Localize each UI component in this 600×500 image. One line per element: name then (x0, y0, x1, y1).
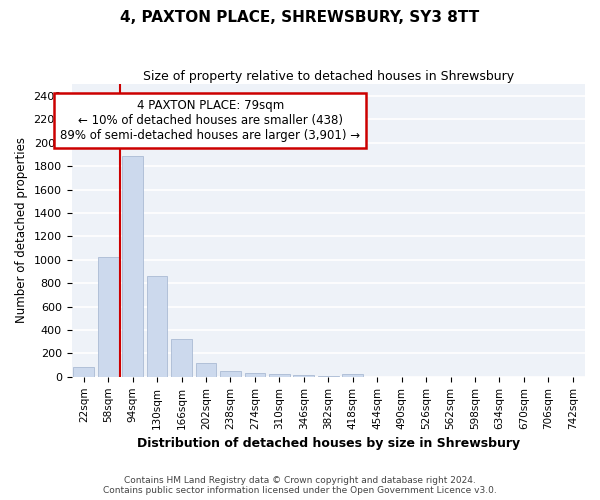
Bar (293, 376, 314, 377)
Bar (245, 372, 265, 377)
Bar (196, 364, 217, 377)
Bar (171, 340, 192, 377)
Bar (73, 367, 94, 377)
Text: Contains HM Land Registry data © Crown copyright and database right 2024.
Contai: Contains HM Land Registry data © Crown c… (103, 476, 497, 495)
Text: 4 PAXTON PLACE: 79sqm
← 10% of detached houses are smaller (438)
89% of semi-det: 4 PAXTON PLACE: 79sqm ← 10% of detached … (60, 99, 360, 142)
Bar (269, 374, 290, 377)
Y-axis label: Number of detached properties: Number of detached properties (15, 138, 28, 324)
Bar (98, 258, 119, 377)
Title: Size of property relative to detached houses in Shrewsbury: Size of property relative to detached ho… (143, 70, 514, 83)
Bar (318, 376, 338, 377)
Text: 4, PAXTON PLACE, SHREWSBURY, SY3 8TT: 4, PAXTON PLACE, SHREWSBURY, SY3 8TT (121, 10, 479, 25)
Bar (343, 374, 363, 377)
X-axis label: Distribution of detached houses by size in Shrewsbury: Distribution of detached houses by size … (137, 437, 520, 450)
Bar (147, 276, 167, 377)
Bar (122, 156, 143, 377)
Bar (220, 371, 241, 377)
